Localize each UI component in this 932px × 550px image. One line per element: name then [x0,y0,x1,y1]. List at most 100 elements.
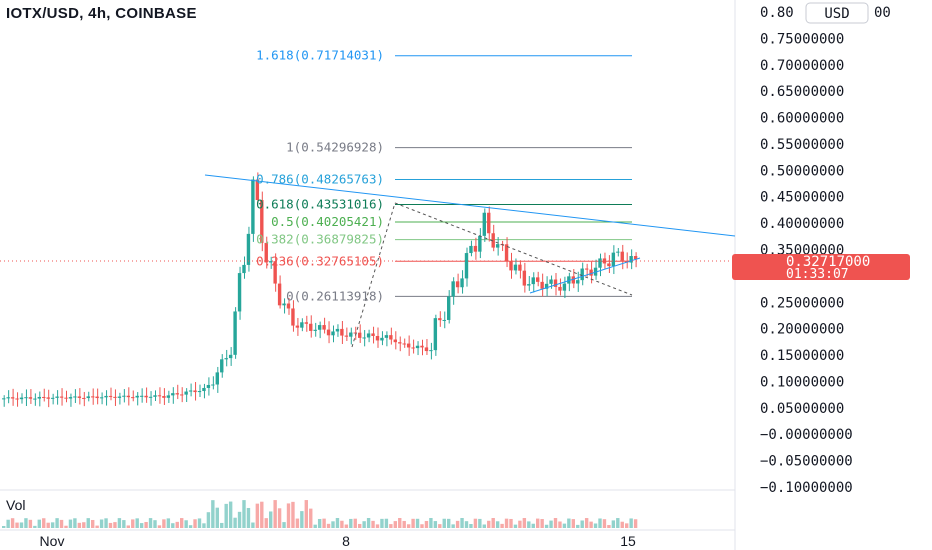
candle-body [509,261,513,271]
candle-body [415,345,420,349]
candle-body [598,258,602,268]
candle-body [331,331,335,336]
candle-body [620,251,624,261]
volume-bar [389,524,393,528]
candle-body [153,395,157,397]
candle-body [122,395,126,397]
candle-body [126,395,130,398]
volume-bar [113,522,117,528]
volume-bar [478,518,482,528]
candle-body [202,387,206,392]
candle-body [371,333,375,336]
volume-bar [131,519,135,528]
volume-bar [162,519,166,528]
volume-bar [224,503,228,528]
volume-bar [571,519,575,528]
candle-body [571,276,575,284]
fib-anchor-line[interactable] [351,202,396,348]
candle-body [95,396,99,399]
fibonacci-labels: 1.618(0.71714031) 1(0.54296928) 0.786(0.48… [256,48,384,304]
volume-bar [282,522,286,528]
candle-body [15,398,19,400]
volume-bar [580,520,584,528]
currency-button[interactable]: USD [805,2,869,24]
volume-label[interactable]: Vol [6,497,25,513]
volume-bar [269,511,273,528]
candle-body [549,279,553,284]
candle-body [10,397,15,399]
candle-body [108,395,113,397]
volume-bar [304,500,308,528]
volume-bar [540,519,544,528]
symbol-title[interactable]: IOTX/USD, 4h, COINBASE [6,5,197,22]
candle-body [576,280,580,284]
volume-bar [184,520,188,528]
volume-bar [19,522,24,528]
ascending-trendline[interactable] [529,257,641,294]
volume-bar [513,524,518,528]
candle-body [188,390,193,392]
price-label: 0.05000000 [760,401,844,417]
candlestick-series [2,172,638,408]
volume-bar [95,525,99,528]
volume-bar [273,500,277,528]
volume-bar [469,524,473,528]
volume-bar [536,518,540,528]
candle-body [540,281,544,289]
volume-bar [15,522,19,528]
price-label: 0.55000000 [760,137,844,153]
candle-body [286,303,291,309]
volume-bar [455,520,460,528]
candle-body [455,281,460,288]
volume-bar [522,518,527,528]
price-label: 0.70000000 [760,58,844,74]
volume-bar [153,520,157,528]
volume-bar [375,524,380,528]
candle-body [353,332,357,334]
candle-body [260,200,264,243]
volume-bar [398,518,402,528]
candle-body [99,397,104,399]
candle-body [42,396,46,398]
candle-body [504,244,509,262]
candle-body [607,263,611,267]
candle-body [625,260,629,263]
volume-bar [148,518,153,528]
descending-trendline[interactable] [204,174,736,237]
volume-bar [602,519,607,528]
volume-bar [544,524,549,528]
volume-bar [157,525,162,528]
volume-bar [451,524,455,528]
currency-button-label[interactable]: USD [824,6,849,22]
candle-body [398,342,402,344]
volume-bar [277,508,282,528]
volume-bar [447,518,451,528]
pattern-drawings[interactable] [204,174,736,348]
fib-level-label: 0.5(0.40205421) [271,214,384,229]
price-label: 0.50000000 [760,163,844,179]
candle-body [447,296,451,320]
candle-body [522,270,527,286]
price-label: −0.10000000 [760,480,853,496]
price-axis[interactable]: 0.80 0.75000000 0.70000000 0.65000000 0.6000… [760,5,891,496]
fib-level-label: 0(0.26113918) [286,288,384,303]
price-label: 0.40000000 [760,216,844,232]
fib-level-label: 0.618(0.43531016) [256,196,384,211]
candle-body [184,391,188,395]
volume-bar [620,521,624,528]
currency-button-frame[interactable] [805,2,869,24]
volume-bar [117,518,122,528]
candle-body [64,397,68,399]
candle-body [322,325,326,330]
volume-bar [322,518,326,528]
volume-bar [37,519,41,528]
candle-body [567,276,571,284]
candle-body [406,343,411,348]
volume-bar [616,518,620,528]
volume-bar [362,521,366,528]
candle-body [206,384,211,388]
candle-body [291,308,295,326]
projection-line[interactable] [394,202,633,296]
volume-bar [473,518,478,528]
